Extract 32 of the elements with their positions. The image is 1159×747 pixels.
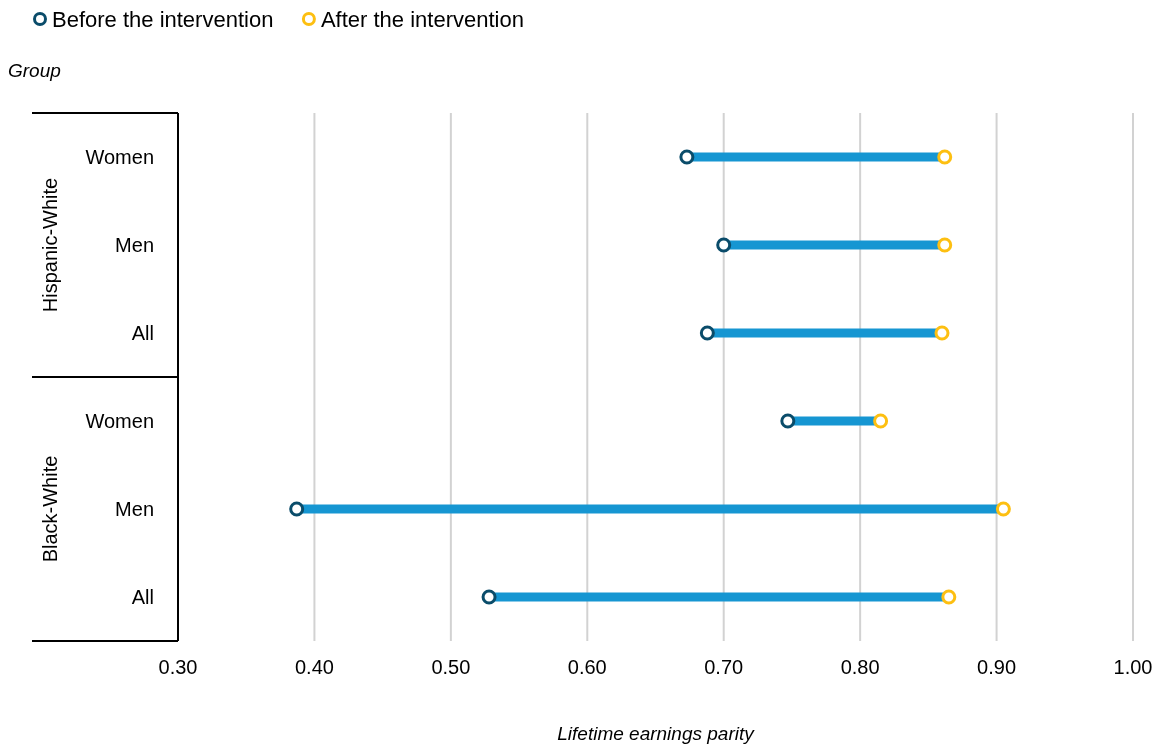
legend-label: Before the intervention <box>52 6 274 32</box>
y-tick-label: All <box>131 322 154 344</box>
point <box>934 325 950 341</box>
x-tick-label: 0.80 <box>840 656 880 678</box>
y-tick-label: Men <box>115 234 154 256</box>
point <box>941 589 957 605</box>
x-tick-label: 1.00 <box>1113 656 1153 678</box>
y-tick-label: All <box>131 586 154 608</box>
x-tick-label: 0.50 <box>431 656 471 678</box>
y-tick-label: Women <box>85 146 154 168</box>
point <box>716 237 732 253</box>
text: Hispanic-White <box>39 177 61 313</box>
x-tick-label: 0.40 <box>294 656 334 678</box>
point <box>699 325 715 341</box>
x-tick-label: 0.70 <box>704 656 744 678</box>
y-axis-title: Group <box>8 59 61 81</box>
point <box>289 501 305 517</box>
y-tick-label: Women <box>85 410 154 432</box>
x-tick-label: 0.30 <box>158 656 198 678</box>
x-axis-title: Lifetime earnings parity <box>557 722 756 744</box>
text: Black-White <box>39 455 61 563</box>
point <box>937 149 953 165</box>
point <box>995 501 1011 517</box>
point <box>780 413 796 429</box>
x-tick-label: 0.90 <box>977 656 1017 678</box>
legend-label: After the intervention <box>320 6 524 32</box>
point <box>937 237 953 253</box>
point <box>873 413 889 429</box>
y-tick-label: Men <box>115 498 154 520</box>
point <box>481 589 497 605</box>
point <box>679 149 695 165</box>
x-tick-label: 0.60 <box>567 656 607 678</box>
